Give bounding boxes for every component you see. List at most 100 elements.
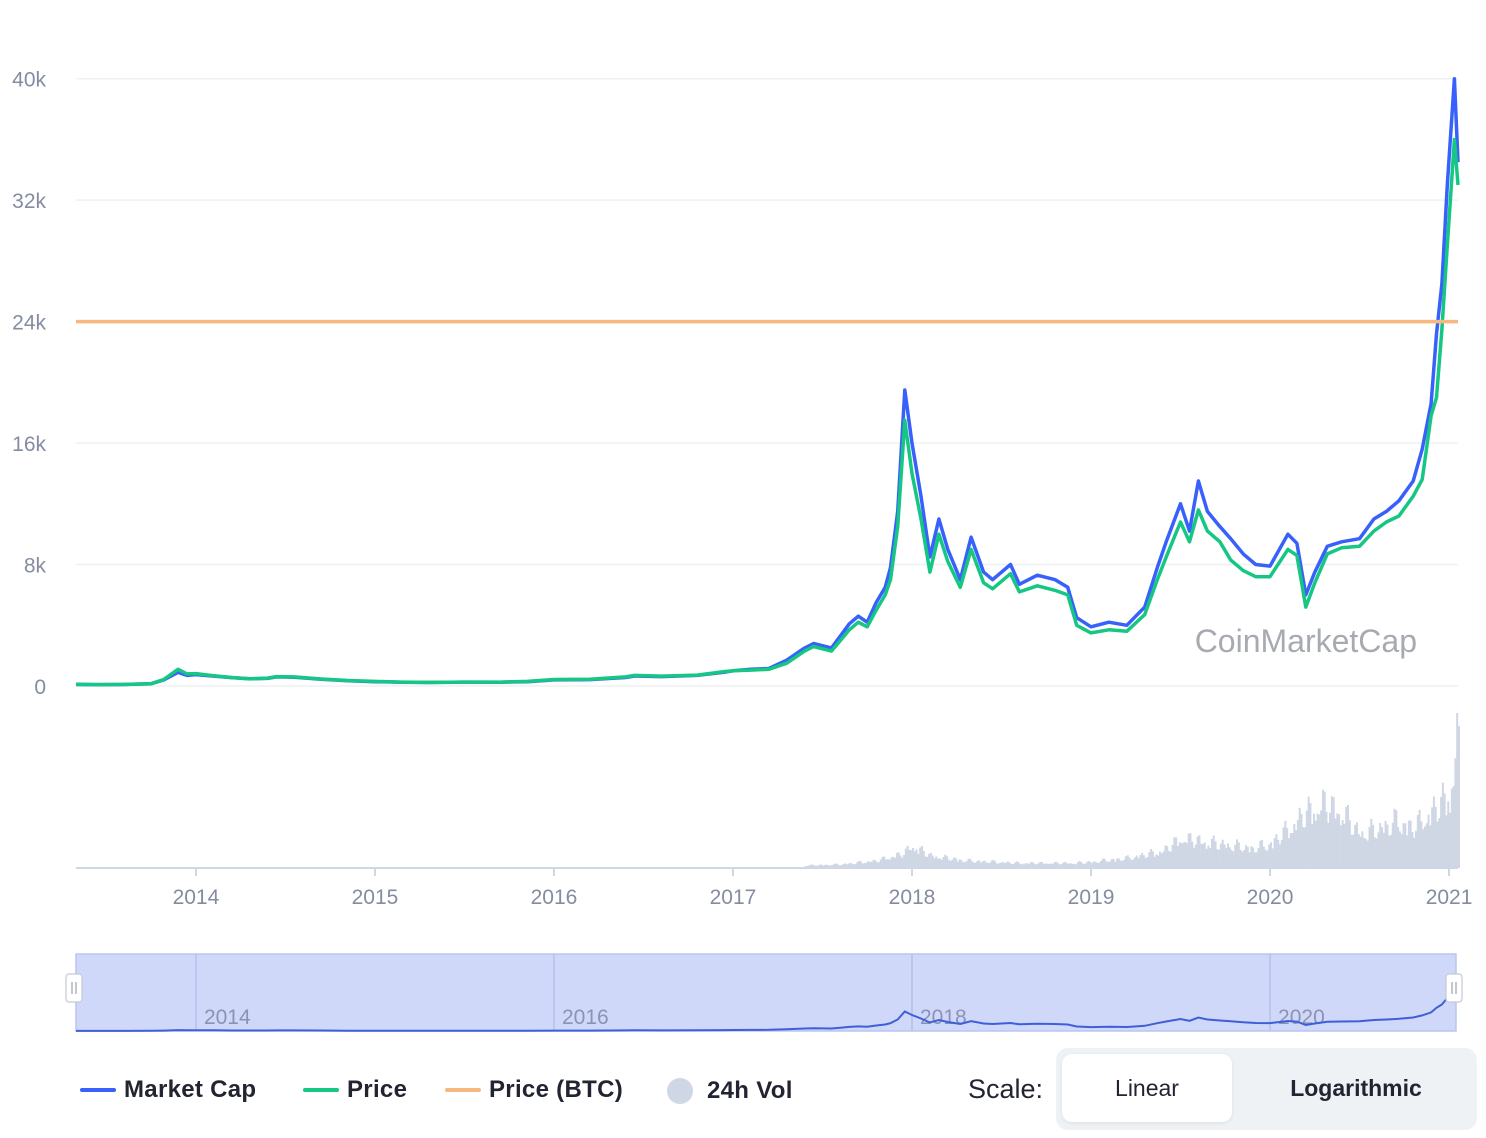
volume-bar xyxy=(1252,847,1255,868)
volume-bar xyxy=(1357,833,1360,868)
volume-bar xyxy=(1198,835,1201,868)
volume-bar xyxy=(1082,863,1085,868)
volume-bar xyxy=(981,861,984,868)
volume-bar xyxy=(1397,827,1400,868)
x-tick-label: 2020 xyxy=(1247,886,1294,909)
volume-bar xyxy=(1329,812,1332,868)
volume-bar xyxy=(1189,833,1192,868)
volume-bar xyxy=(1264,849,1267,868)
volume-bar xyxy=(1107,861,1110,868)
volume-bar xyxy=(852,864,855,868)
volume-bar xyxy=(1432,796,1435,868)
volume-bar xyxy=(1411,832,1414,868)
volume-bar xyxy=(1321,789,1324,868)
volume-bar xyxy=(1049,863,1052,868)
volume-bar xyxy=(1175,837,1178,868)
volume-bar xyxy=(935,856,938,868)
volume-bar xyxy=(920,846,923,868)
volume-bar xyxy=(1443,793,1446,868)
legend-price-btc[interactable]: Price (BTC) xyxy=(445,1076,623,1104)
volume-bar xyxy=(1441,782,1444,868)
volume-bar xyxy=(1386,824,1389,868)
volume-bar xyxy=(987,863,990,868)
volume-bar xyxy=(1350,834,1353,868)
volume-bar xyxy=(1216,849,1219,868)
volume-bar xyxy=(1019,864,1022,868)
volume-bar xyxy=(1236,839,1239,868)
volume-bar xyxy=(1148,852,1151,868)
volume-bar xyxy=(1105,861,1108,868)
volume-bar xyxy=(860,861,863,868)
volume-bar xyxy=(1293,823,1296,868)
volume-bar xyxy=(1087,861,1090,868)
volume-bar xyxy=(1058,864,1061,868)
volume-bar xyxy=(879,859,882,868)
volume-bar xyxy=(1103,858,1106,868)
series-line-price[interactable] xyxy=(75,137,1460,687)
volume-bar xyxy=(1182,842,1185,868)
volume-bar xyxy=(1323,791,1326,868)
legend-market-cap[interactable]: Market Cap xyxy=(80,1076,256,1104)
scale-toggle: Linear Logarithmic xyxy=(1056,1048,1477,1130)
volume-bar xyxy=(1253,852,1256,868)
volume-bar xyxy=(1031,862,1034,868)
volume-bar xyxy=(1381,827,1384,868)
legend-price-label: Price xyxy=(347,1076,408,1103)
volume-bar xyxy=(1280,840,1283,868)
legend-price[interactable]: Price xyxy=(303,1076,407,1104)
legend-vol-label: 24h Vol xyxy=(707,1077,793,1104)
volume-bar xyxy=(1413,837,1416,868)
volume-bar xyxy=(1160,853,1163,868)
volume-bar xyxy=(1334,818,1337,868)
range-navigator[interactable]: 2014 2016 2018 2020 xyxy=(65,953,1463,1032)
volume-bar xyxy=(965,861,968,868)
volume-bar xyxy=(912,848,915,868)
volume-bar xyxy=(1330,796,1333,868)
volume-bar xyxy=(840,865,843,868)
volume-bar xyxy=(976,860,979,868)
volume-bar xyxy=(827,865,830,868)
legend: Market Cap Price Price (BTC) 24h Vol Sca… xyxy=(0,1048,1486,1138)
volume-bar xyxy=(849,862,852,868)
volume-bar xyxy=(1434,806,1437,868)
volume-bar xyxy=(1234,844,1237,868)
volume-bar xyxy=(836,864,839,868)
volume-bar xyxy=(906,845,909,868)
volume-bar xyxy=(1415,830,1418,868)
volume-bar xyxy=(1296,819,1299,868)
volume-bar xyxy=(1375,838,1378,868)
volume-bar xyxy=(988,862,991,868)
linear-scale-button[interactable]: Linear xyxy=(1062,1054,1232,1122)
legend-24h-vol[interactable]: 24h Vol xyxy=(667,1077,793,1105)
navigator-right-handle[interactable] xyxy=(1445,973,1463,1003)
volume-bar xyxy=(1244,845,1247,868)
volume-bar xyxy=(1379,822,1382,868)
volume-bar xyxy=(1035,864,1038,868)
volume-bar xyxy=(861,863,864,868)
logarithmic-scale-button[interactable]: Logarithmic xyxy=(1290,1075,1422,1101)
volume-bar xyxy=(954,858,957,868)
volume-bar xyxy=(1185,843,1188,868)
volume-bar xyxy=(1450,788,1453,868)
volume-bar xyxy=(870,861,873,868)
navigator-range[interactable] xyxy=(75,953,1457,1032)
series-lines[interactable] xyxy=(75,76,1460,687)
volume-bar xyxy=(1166,846,1169,868)
volume-bar xyxy=(1393,808,1396,868)
volume-bar xyxy=(895,852,898,868)
volume-bar xyxy=(1248,852,1251,868)
volume-bar xyxy=(1407,820,1410,868)
volume-bar xyxy=(940,859,943,868)
series-line-market-cap[interactable] xyxy=(75,76,1460,687)
volume-bar xyxy=(996,863,999,868)
volume-bar xyxy=(1257,848,1260,868)
navigator-left-handle[interactable] xyxy=(65,973,83,1003)
volume-bar xyxy=(856,861,859,868)
volume-bar xyxy=(1372,824,1375,868)
volume-bar xyxy=(883,856,886,868)
volume-bar xyxy=(1246,846,1249,868)
volume-bar xyxy=(1339,825,1342,868)
volume-bar xyxy=(1065,863,1068,868)
volume-bar xyxy=(813,865,816,868)
